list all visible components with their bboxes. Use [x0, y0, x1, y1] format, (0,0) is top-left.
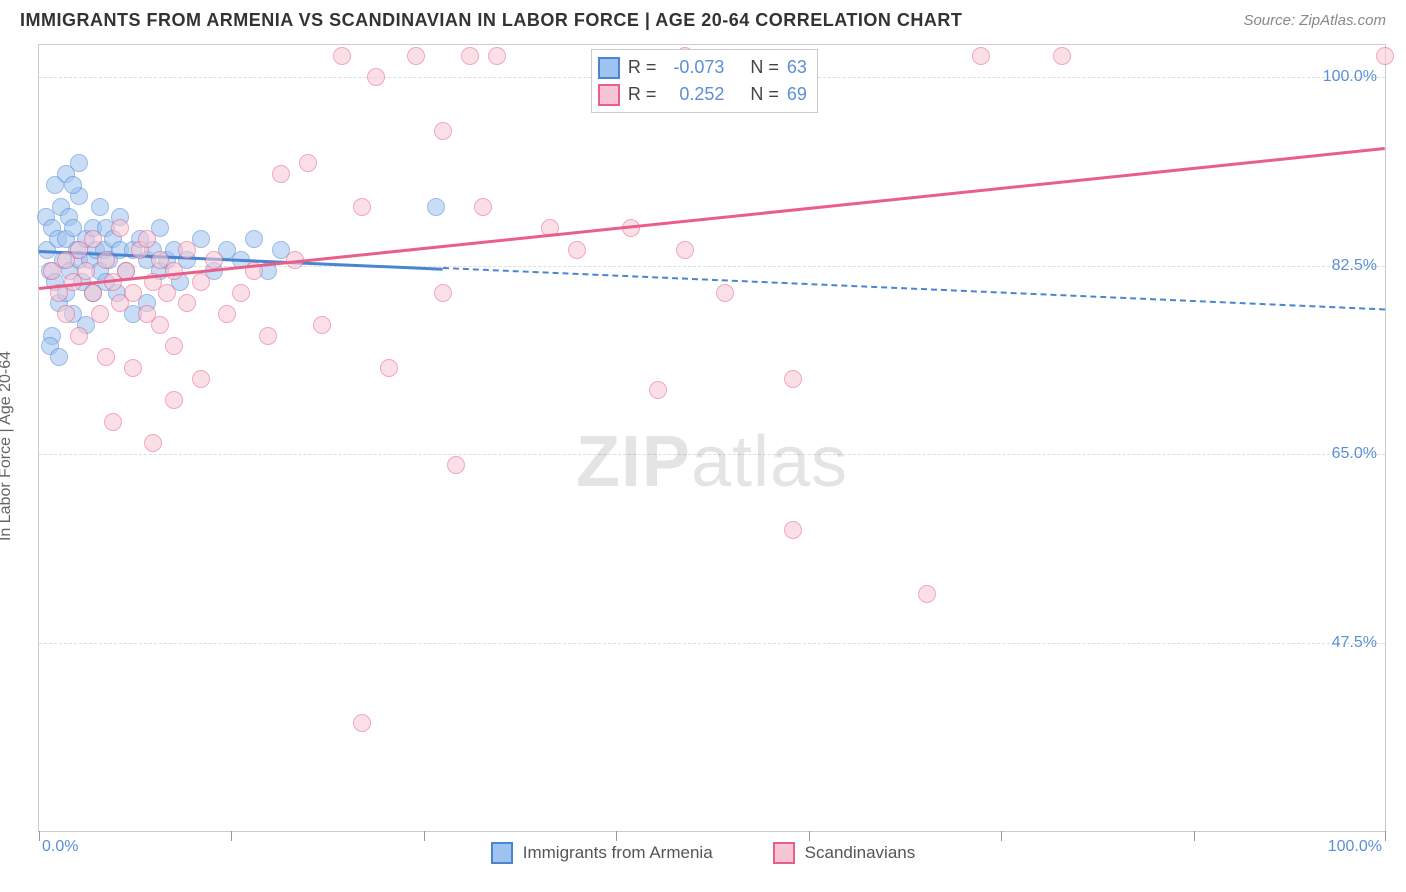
data-point: [91, 305, 109, 323]
data-point: [218, 305, 236, 323]
r-label: R =: [628, 54, 657, 81]
source-label: Source: ZipAtlas.com: [1243, 12, 1386, 29]
data-point: [427, 198, 445, 216]
data-point: [77, 262, 95, 280]
series-legend: Immigrants from Armenia Scandinavians: [0, 842, 1406, 864]
data-point: [245, 230, 263, 248]
data-point: [124, 284, 142, 302]
data-point: [649, 381, 667, 399]
data-point: [461, 47, 479, 65]
stats-legend: R = -0.073 N = 63 R = 0.252 N = 69: [591, 49, 818, 113]
legend-label: Immigrants from Armenia: [523, 843, 713, 863]
data-point: [144, 434, 162, 452]
grid-line: [39, 454, 1385, 455]
trend-line-dashed: [443, 267, 1385, 310]
correlation-chart: 47.5%65.0%82.5%100.0% ZIPatlas R =-0.073…: [38, 44, 1386, 832]
data-point: [205, 251, 223, 269]
r-value: -0.073: [664, 54, 724, 81]
data-point: [407, 47, 425, 65]
legend-item: Scandinavians: [773, 842, 916, 864]
data-point: [97, 251, 115, 269]
series-swatch: [773, 842, 795, 864]
data-point: [84, 284, 102, 302]
y-tick-label: 100.0%: [1323, 68, 1377, 86]
data-point: [1376, 47, 1394, 65]
data-point: [158, 284, 176, 302]
data-point: [447, 456, 465, 474]
data-point: [333, 47, 351, 65]
data-point: [488, 47, 506, 65]
y-axis-label: In Labor Force | Age 20-64: [0, 351, 15, 541]
n-label: N =: [750, 81, 779, 108]
data-point: [299, 154, 317, 172]
data-point: [272, 165, 290, 183]
data-point: [57, 305, 75, 323]
series-swatch: [491, 842, 513, 864]
data-point: [138, 230, 156, 248]
data-point: [568, 241, 586, 259]
data-point: [353, 198, 371, 216]
series-swatch: [598, 84, 620, 106]
data-point: [716, 284, 734, 302]
data-point: [367, 68, 385, 86]
data-point: [70, 154, 88, 172]
data-point: [111, 219, 129, 237]
legend-label: Scandinavians: [805, 843, 916, 863]
data-point: [434, 122, 452, 140]
data-point: [151, 316, 169, 334]
r-label: R =: [628, 81, 657, 108]
legend-item: Immigrants from Armenia: [491, 842, 713, 864]
trend-line: [39, 147, 1385, 290]
data-point: [232, 284, 250, 302]
stats-row: R = -0.073 N = 63: [598, 54, 807, 81]
data-point: [91, 198, 109, 216]
data-point: [97, 348, 115, 366]
data-point: [104, 413, 122, 431]
data-point: [165, 262, 183, 280]
data-point: [918, 585, 936, 603]
n-label: N =: [750, 54, 779, 81]
data-point: [972, 47, 990, 65]
r-value: 0.252: [664, 81, 724, 108]
page-title: IMMIGRANTS FROM ARMENIA VS SCANDINAVIAN …: [20, 10, 962, 31]
data-point: [434, 284, 452, 302]
y-tick-label: 47.5%: [1332, 634, 1377, 652]
data-point: [313, 316, 331, 334]
data-point: [192, 370, 210, 388]
data-point: [50, 348, 68, 366]
data-point: [165, 391, 183, 409]
stats-row: R = 0.252 N = 69: [598, 81, 807, 108]
series-swatch: [598, 57, 620, 79]
data-point: [474, 198, 492, 216]
data-point: [64, 176, 82, 194]
data-point: [178, 241, 196, 259]
n-value: 69: [787, 81, 807, 108]
n-value: 63: [787, 54, 807, 81]
data-point: [380, 359, 398, 377]
y-tick-label: 82.5%: [1332, 257, 1377, 275]
data-point: [259, 327, 277, 345]
data-point: [84, 230, 102, 248]
data-point: [178, 294, 196, 312]
data-point: [192, 273, 210, 291]
grid-line: [39, 643, 1385, 644]
data-point: [353, 714, 371, 732]
y-tick-label: 65.0%: [1332, 445, 1377, 463]
data-point: [70, 327, 88, 345]
data-point: [784, 370, 802, 388]
data-point: [1053, 47, 1071, 65]
data-point: [676, 241, 694, 259]
data-point: [784, 521, 802, 539]
data-point: [165, 337, 183, 355]
data-point: [124, 359, 142, 377]
